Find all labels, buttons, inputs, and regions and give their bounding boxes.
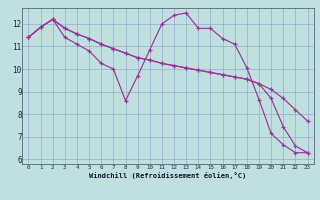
X-axis label: Windchill (Refroidissement éolien,°C): Windchill (Refroidissement éolien,°C) xyxy=(89,172,247,179)
